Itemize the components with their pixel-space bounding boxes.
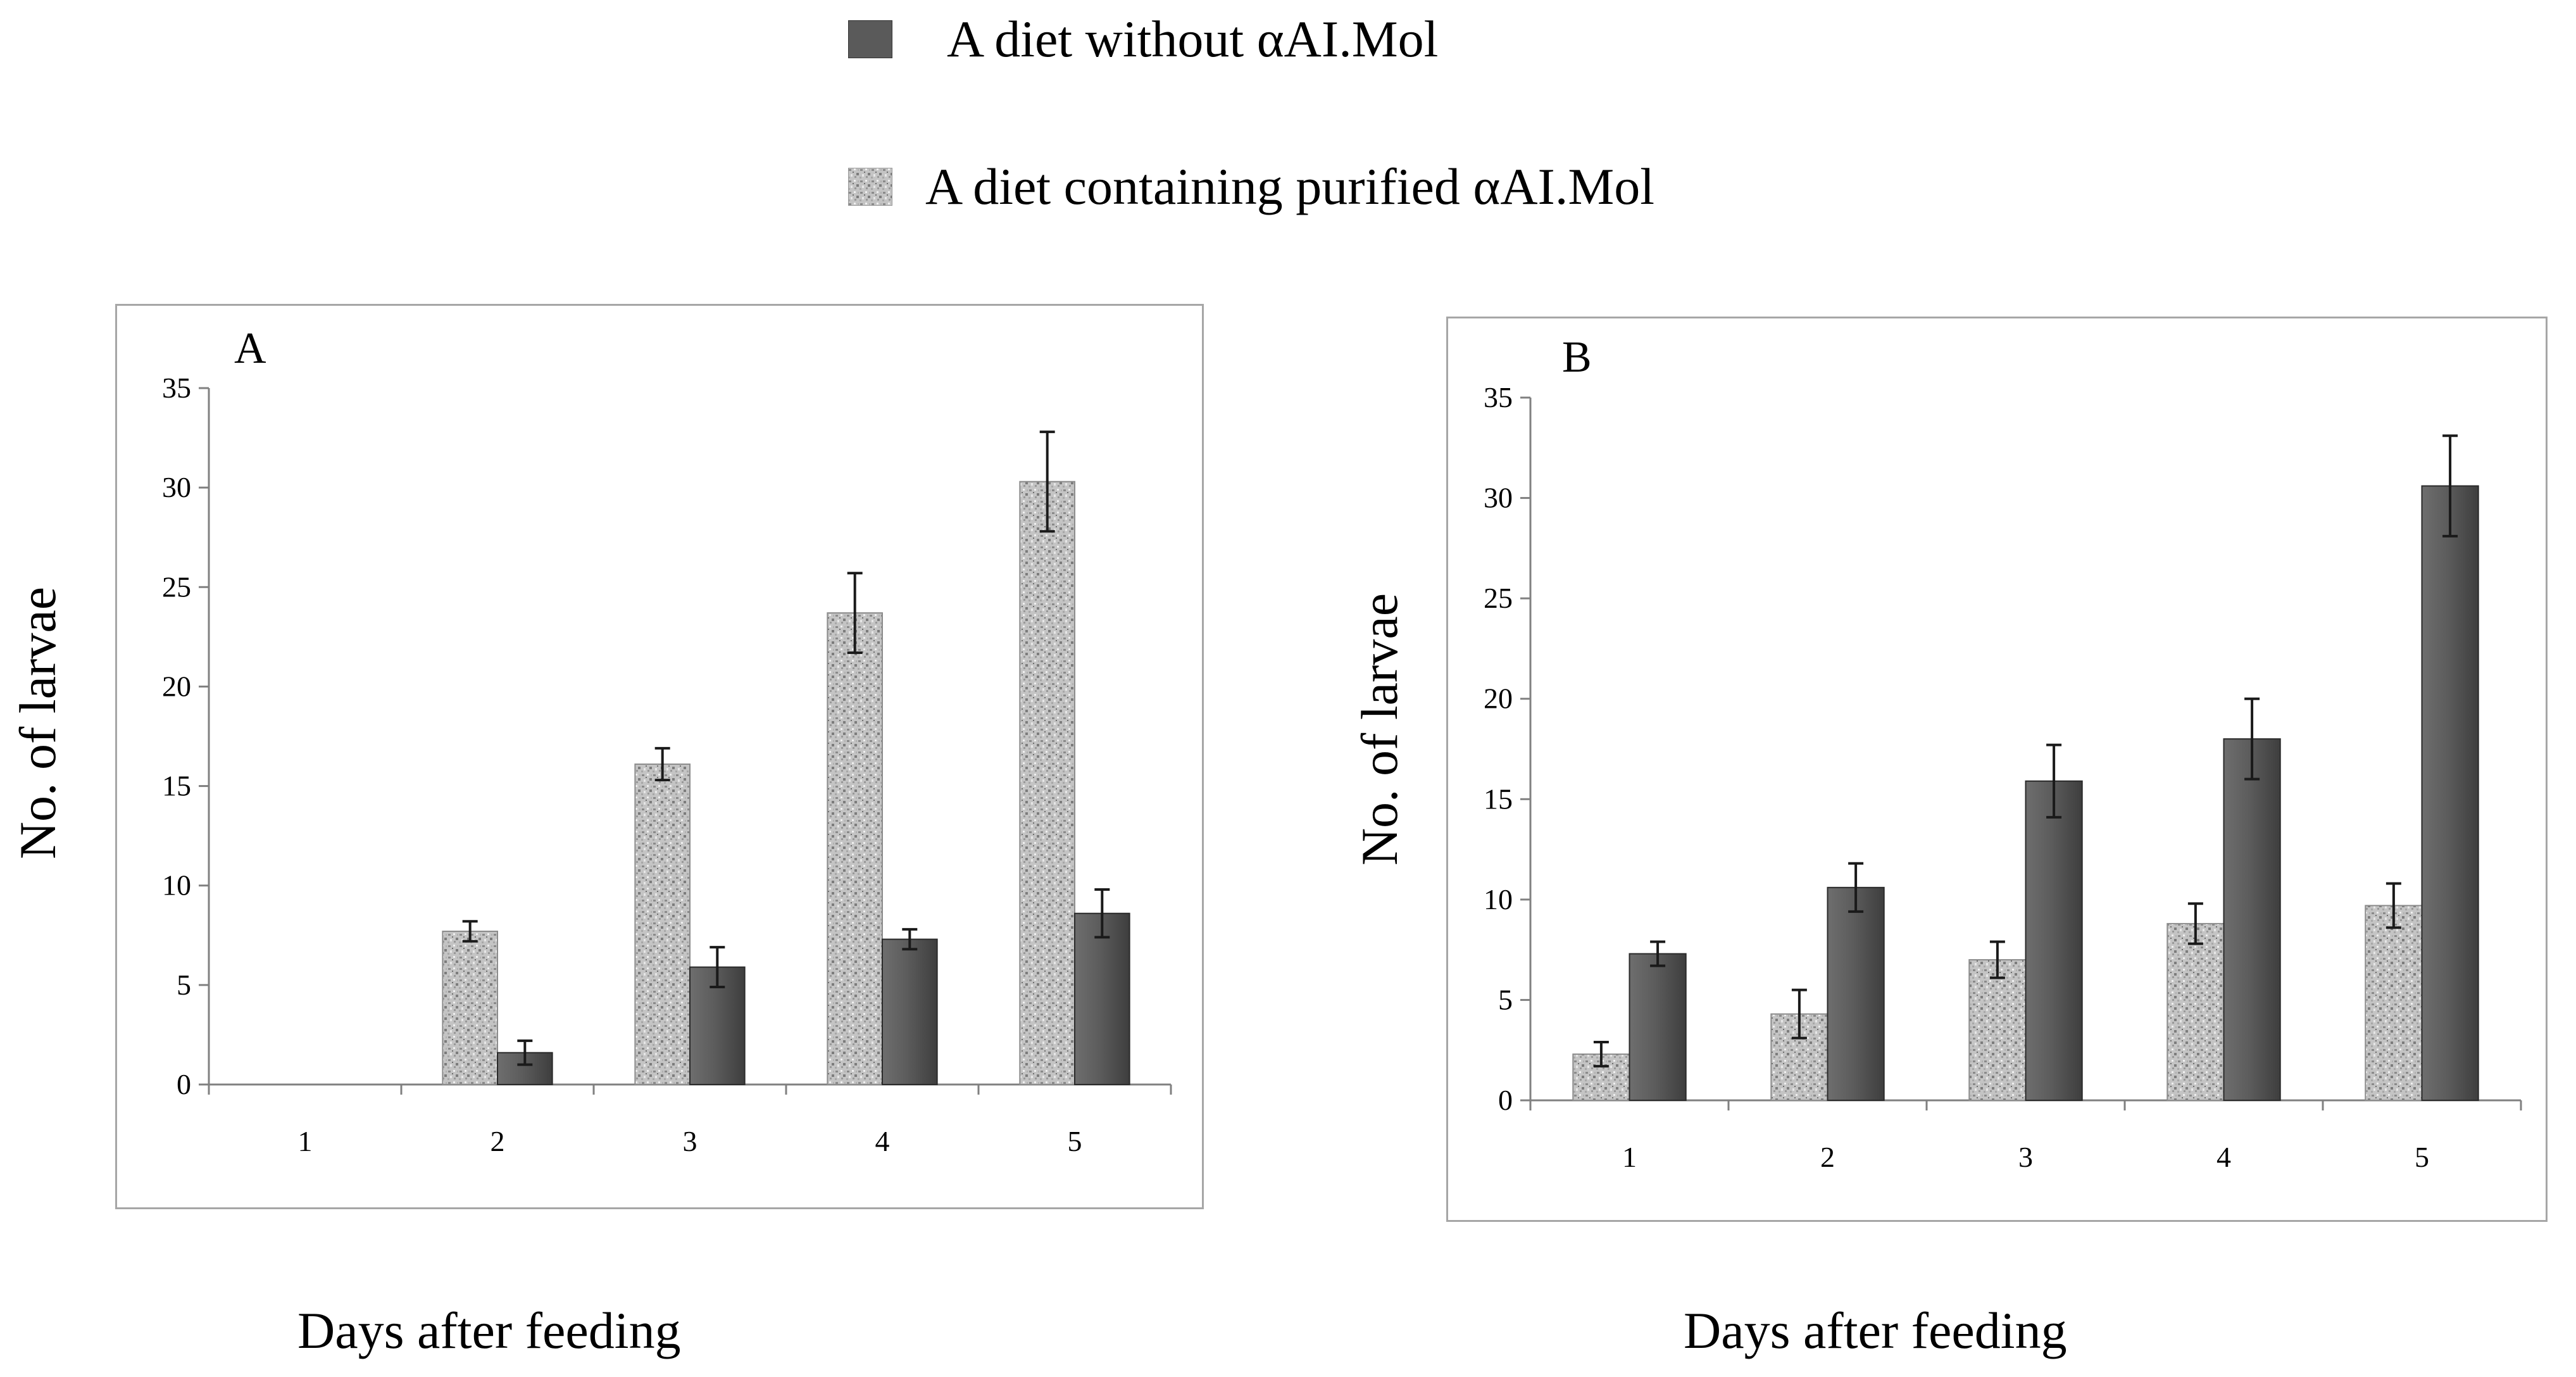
y-tick-label: 20 <box>162 670 191 702</box>
bar-without-inhibitor <box>882 938 938 1085</box>
x-tick-label: 4 <box>875 1125 890 1157</box>
y-tick-label: 35 <box>162 372 191 404</box>
y-tick-label: 15 <box>1484 783 1513 815</box>
bar-without-inhibitor <box>1629 953 1687 1101</box>
chart-panel-b: B 0 5 10 15 20 25 30 35 1 2 3 4 5 <box>1446 317 2548 1222</box>
legend-item-containing: A diet containing purified αAI.Mol <box>848 155 1654 218</box>
y-tick-label: 30 <box>162 471 191 503</box>
x-tick-label: 3 <box>2018 1141 2033 1173</box>
legend-swatch-speckled <box>848 168 892 206</box>
bar-without-inhibitor <box>1074 912 1130 1085</box>
bar-with-inhibitor <box>827 612 883 1085</box>
y-tick-label: 10 <box>1484 883 1513 915</box>
chart-legend: A diet without αAI.Mol A diet containing… <box>848 0 2051 215</box>
x-tick-label: 5 <box>2415 1141 2429 1173</box>
y-tick-label: 20 <box>1484 682 1513 715</box>
legend-item-without: A diet without αAI.Mol <box>848 8 1438 71</box>
x-axis-label-b: Days after feeding <box>1684 1302 2067 1359</box>
bar-without-inhibitor <box>2223 738 2281 1101</box>
y-tick-label: 10 <box>162 869 191 902</box>
x-tick-label: 3 <box>683 1125 697 1157</box>
y-axis-label-b: No. of larvae <box>1351 593 1408 866</box>
legend-label-without: A diet without αAI.Mol <box>947 10 1439 68</box>
x-tick-label: 1 <box>1622 1141 1637 1173</box>
y-tick-label: 0 <box>1498 1084 1513 1116</box>
chart-panel-a: A 0 5 10 15 20 25 30 35 1 2 3 4 5 <box>115 304 1204 1209</box>
panel-letter-b: B <box>1562 333 1592 382</box>
chart-b-plot: 0 5 10 15 20 25 30 35 1 2 3 4 5 <box>1484 381 2522 1173</box>
bar-with-inhibitor <box>634 764 691 1085</box>
y-tick-label: 15 <box>162 770 191 802</box>
y-tick-label: 5 <box>1498 983 1513 1015</box>
bar-with-inhibitor <box>2365 905 2423 1101</box>
y-tick-label: 25 <box>1484 582 1513 614</box>
bar-with-inhibitor <box>1968 959 2027 1101</box>
x-axis-label-a: Days after feeding <box>297 1302 681 1359</box>
y-tick-label: 5 <box>177 969 191 1001</box>
panel-letter-a: A <box>234 324 266 373</box>
y-tick-label: 30 <box>1484 482 1513 514</box>
y-tick-label: 35 <box>1484 381 1513 413</box>
bar-with-inhibitor <box>2166 922 2225 1102</box>
bar-with-inhibitor <box>442 931 498 1085</box>
x-tick-label: 4 <box>2216 1141 2231 1173</box>
bar-without-inhibitor <box>1827 886 1885 1101</box>
legend-label-containing: A diet containing purified αAI.Mol <box>925 158 1655 215</box>
y-axis-label-a: No. of larvae <box>9 586 66 860</box>
y-tick-label: 0 <box>177 1068 191 1100</box>
bar-with-inhibitor <box>1019 481 1075 1085</box>
chart-a-plot: 0 5 10 15 20 25 30 35 1 2 3 4 5 <box>162 372 1172 1157</box>
x-tick-label: 1 <box>298 1125 313 1157</box>
bar-without-inhibitor <box>2421 485 2479 1101</box>
legend-swatch-dark <box>848 20 892 58</box>
x-tick-label: 2 <box>491 1125 505 1157</box>
x-tick-label: 5 <box>1068 1125 1082 1157</box>
y-tick-label: 25 <box>162 570 191 603</box>
x-tick-label: 2 <box>1820 1141 1835 1173</box>
bar-without-inhibitor <box>2025 780 2083 1101</box>
